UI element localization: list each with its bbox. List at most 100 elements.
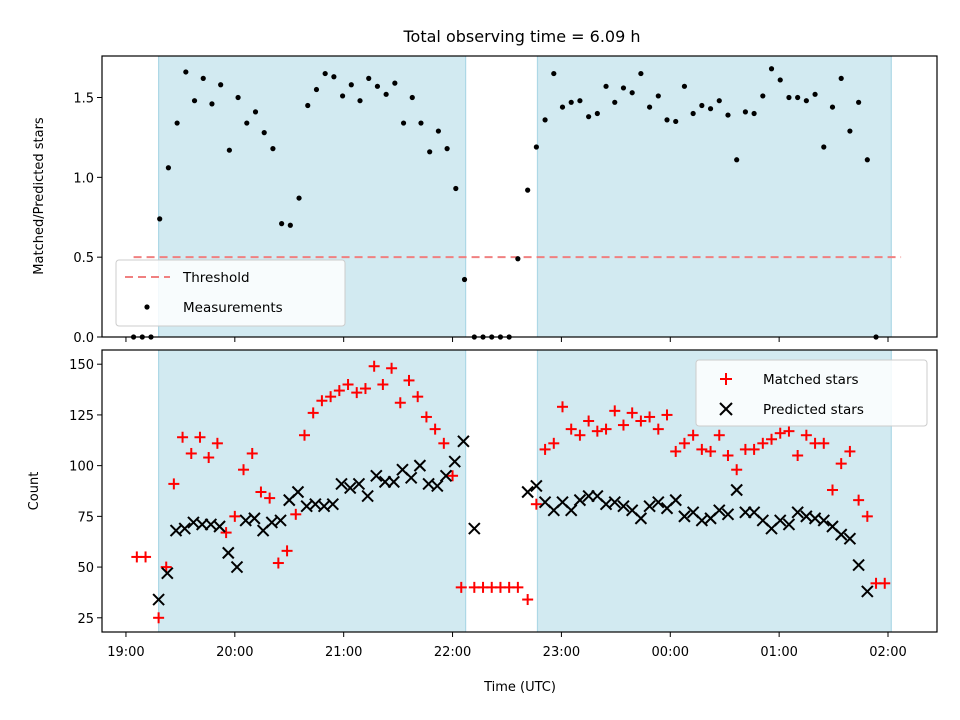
matched-stars-point bbox=[420, 411, 432, 423]
matched-stars-point bbox=[705, 445, 717, 457]
measurement-point bbox=[655, 93, 661, 99]
predicted-stars-point bbox=[817, 514, 830, 527]
predicted-stars-point bbox=[326, 497, 340, 511]
y-tick-label: 100 bbox=[69, 460, 94, 475]
matched-stars-point bbox=[203, 452, 215, 464]
observing-window-1 bbox=[537, 56, 892, 337]
measurement-point bbox=[586, 114, 592, 120]
predicted-stars-point bbox=[468, 522, 481, 535]
legend-predicted-swatch bbox=[719, 402, 733, 416]
matched-stars-point bbox=[861, 510, 873, 522]
predicted-stars-point bbox=[678, 510, 691, 523]
matched-stars-point bbox=[272, 557, 284, 569]
predicted-stars-point bbox=[643, 500, 656, 513]
x-tick-label: 21:00 bbox=[325, 645, 362, 660]
matched-stars-point bbox=[368, 360, 380, 372]
predicted-stars-series bbox=[152, 435, 874, 606]
matched-stars-point bbox=[342, 378, 354, 390]
legend-matched-swatch bbox=[720, 373, 732, 385]
measurement-point bbox=[444, 146, 450, 152]
measurement-point bbox=[673, 118, 679, 125]
predicted-stars-point bbox=[669, 493, 682, 507]
measurement-point bbox=[296, 195, 302, 201]
measurement-point bbox=[435, 128, 441, 134]
measurement-point bbox=[374, 83, 381, 89]
measurement-point bbox=[418, 120, 424, 126]
measurement-point bbox=[322, 70, 328, 77]
chart-title: Total observing time = 6.09 h bbox=[402, 27, 640, 46]
matched-stars-point bbox=[333, 385, 345, 397]
y-tick-label: 25 bbox=[77, 612, 94, 627]
measurement-point bbox=[400, 120, 407, 126]
measurement-point bbox=[348, 82, 354, 88]
measurement-point bbox=[829, 104, 836, 110]
predicted-stars-point bbox=[152, 593, 165, 606]
y-tick-label: 1.5 bbox=[73, 92, 94, 107]
matched-stars-point bbox=[626, 407, 638, 419]
matched-stars-point bbox=[792, 449, 804, 461]
measurement-point bbox=[856, 99, 862, 105]
matched-stars-point bbox=[548, 437, 560, 449]
predicted-stars-point bbox=[361, 489, 374, 503]
predicted-stars-point bbox=[404, 471, 418, 485]
predicted-stars-point bbox=[652, 495, 665, 509]
predicted-stars-point bbox=[852, 558, 865, 572]
matched-stars-point bbox=[783, 425, 795, 437]
y-tick-label: 75 bbox=[77, 510, 94, 525]
panel-ratio: 0.0 0.5 1.0 1.5 Matched/Predicted stars Thr… bbox=[32, 55, 938, 346]
predicted-stars-point bbox=[774, 514, 787, 527]
y-tick-label: 0.0 bbox=[73, 331, 94, 346]
measurement-point bbox=[542, 117, 548, 123]
measurement-point bbox=[786, 94, 792, 101]
matched-stars-point bbox=[722, 449, 734, 461]
legend-box-top bbox=[115, 259, 346, 327]
x-tick-label: 19:00 bbox=[107, 645, 144, 660]
x-axis-ticks-bottom: 19:00 20:00 21:00 22:00 23:00 00:00 01:00 02:00 bbox=[107, 632, 907, 660]
matched-stars-point bbox=[255, 486, 267, 498]
matched-stars-point bbox=[177, 431, 189, 443]
x-tick-label: 20:00 bbox=[216, 645, 253, 660]
matched-stars-point bbox=[835, 458, 847, 470]
measurement-point bbox=[707, 106, 714, 112]
matched-stars-point bbox=[168, 478, 180, 490]
matched-stars-point bbox=[246, 447, 258, 459]
predicted-stars-point bbox=[291, 485, 305, 499]
matched-stars-series bbox=[131, 360, 891, 624]
matched-stars-point bbox=[386, 362, 398, 374]
predicted-stars-point bbox=[370, 469, 383, 482]
matched-stars-point bbox=[316, 395, 328, 407]
measurement-point bbox=[577, 98, 583, 104]
measurement-point bbox=[191, 98, 198, 104]
matched-stars-point bbox=[818, 437, 830, 449]
matched-stars-point bbox=[530, 498, 542, 510]
y-axis-label-top: Matched/Predicted stars bbox=[32, 117, 47, 275]
matched-stars-point bbox=[140, 551, 152, 563]
measurement-point bbox=[838, 75, 844, 81]
matched-stars-point bbox=[644, 411, 656, 423]
x-tick-label: 22:00 bbox=[434, 645, 471, 660]
panel-counts: 25 50 75 100 125 150 19:00 20:00 21:00 22:00 23:0… bbox=[27, 349, 938, 695]
matched-stars-point bbox=[325, 391, 337, 403]
plot-frame-bottom bbox=[101, 349, 938, 633]
y-axis-label-bottom: Count bbox=[27, 472, 42, 511]
matched-stars-point bbox=[290, 508, 302, 520]
predicted-stars-point bbox=[344, 481, 357, 495]
predicted-stars-point bbox=[413, 459, 427, 472]
measurement-point bbox=[226, 147, 232, 153]
predicted-stars-point bbox=[565, 504, 578, 517]
measurement-point bbox=[716, 98, 722, 104]
x-tick-label: 00:00 bbox=[652, 645, 689, 660]
predicted-stars-point bbox=[178, 522, 191, 535]
measurement-point bbox=[803, 98, 809, 104]
measurement-point bbox=[165, 165, 172, 171]
measurement-point bbox=[287, 222, 293, 228]
measurement-point bbox=[261, 130, 267, 136]
measurement-point bbox=[409, 94, 415, 101]
matched-stars-point bbox=[844, 445, 856, 457]
measurement-point bbox=[768, 66, 775, 72]
matched-stars-point bbox=[774, 427, 786, 439]
matched-stars-point bbox=[539, 443, 551, 455]
matched-stars-point bbox=[377, 378, 389, 390]
measurement-point bbox=[183, 69, 189, 75]
